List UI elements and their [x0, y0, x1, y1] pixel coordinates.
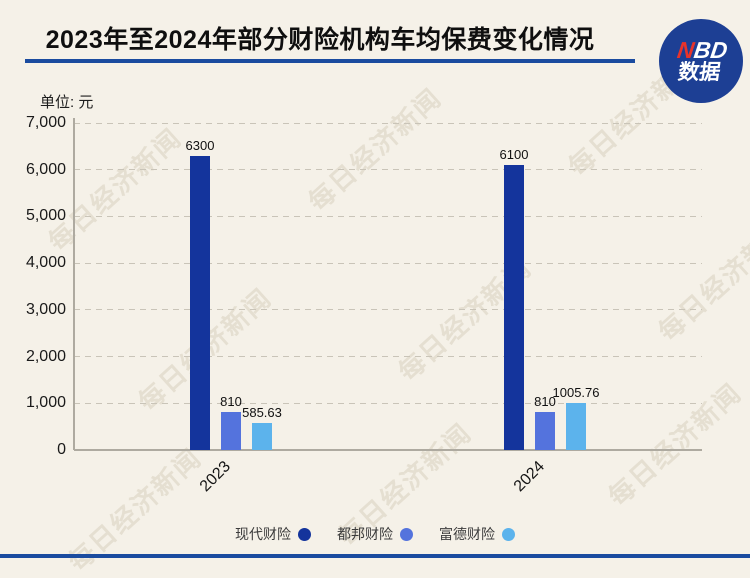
x-axis-line — [74, 449, 702, 451]
legend-label: 都邦财险 — [337, 526, 393, 542]
gridline — [74, 215, 702, 217]
bar-现代财险-2023 — [190, 155, 210, 450]
y-axis-tick-label: 4,000 — [25, 254, 66, 272]
bar-value-label: 810 — [220, 394, 242, 410]
chart-legend: 现代财险 都邦财险 富德财险 — [0, 524, 750, 544]
x-axis-tick-label: 2023 — [176, 458, 256, 496]
logo-letters-bd: BD — [692, 36, 730, 63]
legend-color-dot — [400, 527, 413, 541]
gridline — [74, 356, 702, 358]
title-underline-rule — [25, 59, 635, 63]
x-axis-tick-text: 2023 — [197, 458, 235, 496]
bar-value-label: 1005.76 — [552, 385, 600, 401]
bar-现代财险-2024 — [504, 165, 524, 450]
y-axis-line — [73, 118, 75, 450]
bar-value-label: 6300 — [185, 137, 215, 153]
y-axis-tick-label: 2,000 — [25, 347, 66, 365]
y-axis-tick-label: 6,000 — [25, 160, 66, 178]
bar-value-label: 6100 — [499, 147, 529, 163]
y-axis-tick-label: 1,000 — [25, 394, 66, 412]
legend-item-富德财险: 富德财险 — [439, 524, 515, 544]
legend-item-都邦财险: 都邦财险 — [337, 524, 413, 544]
bar-value-label: 810 — [534, 394, 556, 410]
gridline — [74, 309, 702, 311]
y-axis-tick-label: 0 — [57, 441, 66, 458]
legend-color-dot — [298, 527, 311, 541]
bar-富德财险-2024 — [566, 403, 586, 450]
bar-都邦财险-2024 — [535, 412, 555, 450]
bar-都邦财险-2023 — [221, 412, 241, 450]
gridline — [74, 169, 702, 171]
x-axis-tick-text: 2024 — [511, 458, 549, 496]
watermark-text: 每日经济新闻 — [652, 212, 750, 347]
legend-color-dot — [502, 527, 515, 541]
legend-label: 现代财险 — [235, 526, 291, 542]
y-axis-tick-label: 5,000 — [25, 207, 66, 225]
y-axis-tick-label: 7,000 — [25, 114, 66, 131]
nbd-logo: NBD 数据 — [659, 19, 743, 103]
gridline — [74, 122, 702, 124]
bottom-accent-rule — [0, 554, 750, 558]
x-axis-tick-label: 2024 — [490, 458, 570, 496]
logo-subtitle: 数据 — [676, 61, 722, 85]
chart-title: 2023年至2024年部分财险机构车均保费变化情况 — [45, 26, 595, 54]
legend-item-现代财险: 现代财险 — [235, 524, 311, 544]
axis-unit-label: 单位: 元 — [40, 94, 94, 111]
nbd-logo-text: NBD 数据 — [673, 36, 730, 85]
gridline — [74, 402, 702, 404]
watermark-text: 每日经济新闻 — [602, 377, 748, 512]
watermark-text: 每日经济新闻 — [302, 82, 448, 217]
bar-value-label: 585.63 — [242, 404, 282, 420]
legend-label: 富德财险 — [439, 526, 495, 542]
y-axis-tick-label: 3,000 — [25, 300, 66, 318]
bar-富德财险-2023 — [252, 422, 272, 450]
infographic-canvas: 每日经济新闻 每日经济新闻 每日经济新闻 每日经济新闻 每日经济新闻 每日经济新闻 每日经济… — [0, 19, 750, 577]
gridline — [74, 262, 702, 264]
